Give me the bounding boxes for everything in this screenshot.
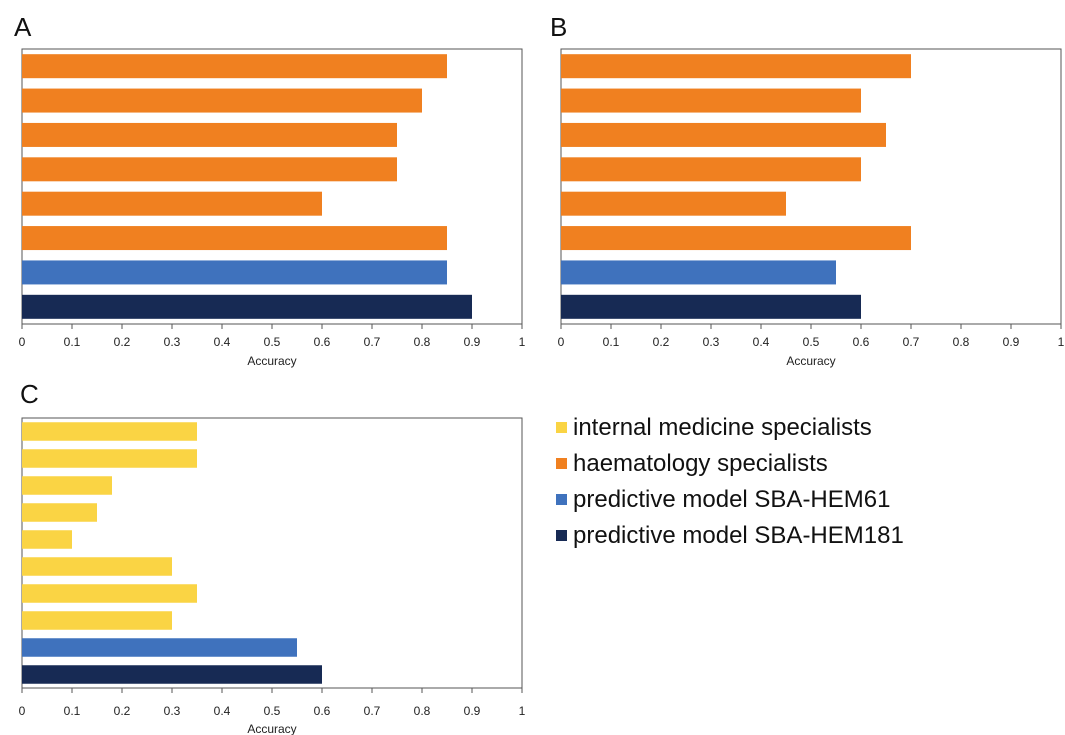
bar-a-7 xyxy=(22,260,447,285)
bar-b-7 xyxy=(561,260,836,285)
bar-c-9 xyxy=(22,638,297,657)
bar-b-8 xyxy=(561,294,861,319)
panel-label-a: A xyxy=(14,12,32,42)
legend-swatch-2 xyxy=(556,458,567,469)
x-tick-label-b-7: 0.7 xyxy=(903,335,920,349)
bar-a-2 xyxy=(22,88,422,113)
x-tick-label-c-7: 0.7 xyxy=(364,704,381,718)
panel-label-b: B xyxy=(550,12,567,42)
x-tick-label-a-1: 0.1 xyxy=(64,335,81,349)
x-tick-label-b-6: 0.6 xyxy=(853,335,870,349)
x-axis-title-b: Accuracy xyxy=(786,354,835,368)
bar-c-7 xyxy=(22,584,197,603)
bar-a-5 xyxy=(22,191,322,216)
bar-c-8 xyxy=(22,611,172,630)
legend-label-2: haematology specialists xyxy=(573,450,828,477)
x-tick-label-c-2: 0.2 xyxy=(114,704,131,718)
bar-b-6 xyxy=(561,226,911,251)
panel-label-c: C xyxy=(20,379,39,409)
x-tick-label-c-6: 0.6 xyxy=(314,704,331,718)
legend-label-4: predictive model SBA-HEM181 xyxy=(573,522,904,549)
legend-label-3: predictive model SBA-HEM61 xyxy=(573,486,890,513)
x-axis-title-a: Accuracy xyxy=(247,354,296,368)
panel-b: B 0 0.1 0.2 0.3 0.4 0.5 0.6 0.7 0.8 0.9 1 Accuracy xyxy=(550,12,1065,368)
x-tick-label-b-3: 0.3 xyxy=(703,335,720,349)
bar-c-2 xyxy=(22,449,197,468)
x-tick-label-b-10: 1 xyxy=(1058,335,1065,349)
legend-item-3: predictive model SBA-HEM61 xyxy=(556,486,890,513)
legend-label-1: internal medicine specialists xyxy=(573,414,872,441)
x-tick-label-b-1: 0.1 xyxy=(603,335,620,349)
legend-swatch-3 xyxy=(556,494,567,505)
x-tick-label-a-6: 0.6 xyxy=(314,335,331,349)
legend-item-4: predictive model SBA-HEM181 xyxy=(556,522,904,549)
x-tick-label-c-9: 0.9 xyxy=(464,704,481,718)
x-tick-label-c-1: 0.1 xyxy=(64,704,81,718)
legend-swatch-1 xyxy=(556,422,567,433)
x-tick-label-a-3: 0.3 xyxy=(164,335,181,349)
x-tick-label-b-5: 0.5 xyxy=(803,335,820,349)
bar-a-1 xyxy=(22,54,447,79)
x-tick-label-b-9: 0.9 xyxy=(1003,335,1020,349)
x-tick-label-a-7: 0.7 xyxy=(364,335,381,349)
x-tick-label-a-10: 1 xyxy=(519,335,526,349)
x-tick-label-a-8: 0.8 xyxy=(414,335,431,349)
bar-a-4 xyxy=(22,157,397,182)
bar-b-4 xyxy=(561,157,861,182)
x-tick-label-b-8: 0.8 xyxy=(953,335,970,349)
bar-b-3 xyxy=(561,122,886,147)
x-tick-label-a-5: 0.5 xyxy=(264,335,281,349)
legend-swatch-4 xyxy=(556,530,567,541)
bar-c-4 xyxy=(22,503,97,522)
x-tick-label-c-3: 0.3 xyxy=(164,704,181,718)
bar-b-1 xyxy=(561,54,911,79)
x-tick-label-b-2: 0.2 xyxy=(653,335,670,349)
legend-item-1: internal medicine specialists xyxy=(556,414,872,441)
x-tick-label-c-0: 0 xyxy=(19,704,26,718)
x-tick-label-b-0: 0 xyxy=(558,335,565,349)
bar-c-3 xyxy=(22,476,112,495)
x-tick-label-c-10: 1 xyxy=(519,704,526,718)
x-tick-label-a-4: 0.4 xyxy=(214,335,231,349)
panel-a: A 0 0.1 0.2 0.3 0.4 0.5 0.6 0.7 0.8 0.9 1 Accuracy xyxy=(14,12,526,368)
x-tick-label-b-4: 0.4 xyxy=(753,335,770,349)
bar-a-3 xyxy=(22,122,397,147)
legend-item-2: haematology specialists xyxy=(556,450,828,477)
x-tick-label-c-4: 0.4 xyxy=(214,704,231,718)
x-axis-title-c: Accuracy xyxy=(247,722,296,735)
x-tick-label-c-5: 0.5 xyxy=(264,704,281,718)
x-tick-label-a-2: 0.2 xyxy=(114,335,131,349)
bar-c-5 xyxy=(22,530,72,549)
bar-b-5 xyxy=(561,191,786,216)
bar-a-8 xyxy=(22,294,472,319)
x-tick-label-a-9: 0.9 xyxy=(464,335,481,349)
bar-c-6 xyxy=(22,557,172,576)
bar-b-2 xyxy=(561,88,861,113)
bar-a-6 xyxy=(22,226,447,251)
x-tick-label-c-8: 0.8 xyxy=(414,704,431,718)
chart-panels: A 0 0.1 0.2 0.3 0.4 0.5 0.6 0.7 0.8 0.9 1 Accuracy B 0… xyxy=(14,12,1065,735)
bar-c-10 xyxy=(22,665,322,684)
panel-c: C 0 0.1 0.2 0.3 0.4 0.5 0.6 0.7 0.8 0.9 1 Accuracy xyxy=(19,379,526,735)
legend: internal medicine specialists haematology… xyxy=(556,414,904,549)
x-tick-label-a-0: 0 xyxy=(19,335,26,349)
bar-c-1 xyxy=(22,422,197,441)
